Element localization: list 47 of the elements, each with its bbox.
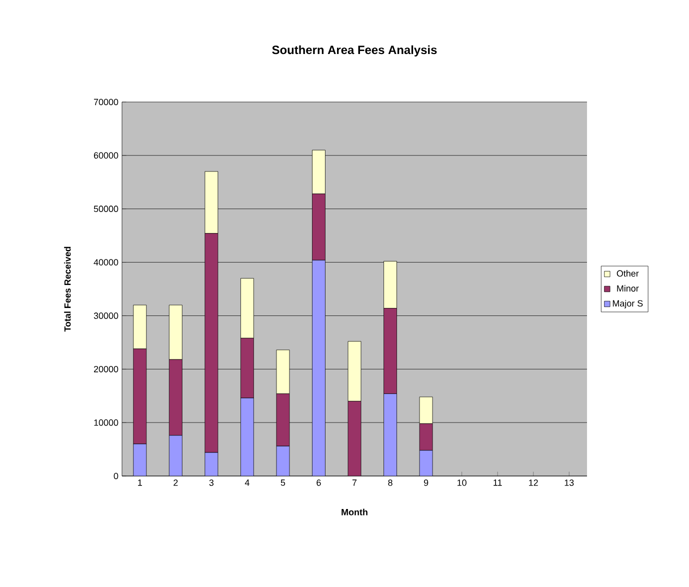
bar <box>240 338 254 398</box>
y-tick-label: 70000 <box>94 98 118 106</box>
x-tick-label: 4 <box>244 480 250 486</box>
bar <box>133 444 147 476</box>
bar <box>168 304 182 360</box>
x-tick-label: 13 <box>564 480 574 486</box>
chart-title: Southern Area Fees Analysis <box>272 45 437 57</box>
bar <box>384 261 397 308</box>
x-tick-label: 2 <box>174 480 178 486</box>
bar <box>240 398 254 476</box>
y-tick-label: 20000 <box>94 366 118 372</box>
bar <box>276 394 290 446</box>
y-tick-label: 10000 <box>94 419 118 426</box>
bar <box>133 348 147 444</box>
y-tick-label: 0 <box>114 472 118 480</box>
x-tick-label: 5 <box>280 480 286 486</box>
y-tick-label: 30000 <box>94 312 118 319</box>
y-tick-label: 50000 <box>94 206 118 212</box>
bar <box>204 233 218 453</box>
bar <box>348 401 362 476</box>
legend-label: Other <box>616 270 639 277</box>
legend-label: Minor <box>617 285 639 292</box>
bar <box>276 350 290 394</box>
legend-label: Major S <box>612 300 643 308</box>
x-tick-label: 3 <box>209 480 214 486</box>
x-tick-label: 12 <box>529 480 538 486</box>
y-axis-title: Total Fees Received <box>64 246 71 332</box>
x-axis-title: Month <box>342 508 368 516</box>
bar <box>312 260 326 476</box>
x-tick-label: 10 <box>458 480 466 486</box>
bar <box>168 435 182 476</box>
x-tick-label: 9 <box>424 480 428 486</box>
bar <box>168 359 182 436</box>
x-tick-label: 11 <box>494 480 502 486</box>
bar <box>384 308 397 394</box>
bar <box>419 450 433 476</box>
x-tick-label: 7 <box>352 480 357 486</box>
bar <box>312 194 326 260</box>
y-tick-label: 40000 <box>94 259 118 266</box>
bar <box>240 278 254 338</box>
x-tick-label: 1 <box>138 480 142 486</box>
y-tick-label: 60000 <box>94 152 118 159</box>
bar <box>384 394 397 476</box>
x-tick-label: 8 <box>388 480 392 486</box>
bar <box>419 423 433 451</box>
bar <box>348 341 362 402</box>
x-tick-label: 6 <box>316 480 321 486</box>
